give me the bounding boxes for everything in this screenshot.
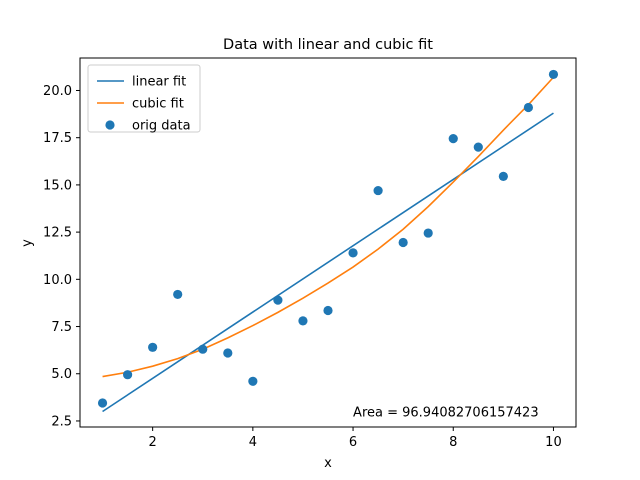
data-point bbox=[198, 344, 208, 354]
legend-entry: cubic fit bbox=[132, 97, 184, 112]
y-tick-label: 7.5 bbox=[51, 320, 72, 335]
legend-swatch bbox=[105, 120, 115, 130]
data-point bbox=[97, 398, 108, 408]
y-tick-label: 5.0 bbox=[51, 367, 72, 382]
data-point bbox=[473, 142, 483, 152]
y-tick-label: 10.0 bbox=[43, 273, 72, 288]
data-point bbox=[273, 295, 283, 305]
data-point bbox=[298, 316, 308, 326]
y-tick-label: 17.5 bbox=[43, 131, 72, 146]
legend: linear fit cubic fit orig data bbox=[87, 64, 201, 134]
data-point bbox=[148, 342, 158, 352]
x-tick-label: 4 bbox=[249, 435, 257, 450]
data-point bbox=[223, 348, 233, 358]
data-point bbox=[248, 376, 258, 386]
area-annotation: Area = 96.94082706157423 bbox=[353, 406, 539, 421]
data-point bbox=[323, 305, 333, 316]
annotations: Area = 96.94082706157423 bbox=[353, 406, 539, 421]
data-point bbox=[548, 69, 559, 80]
data-point bbox=[423, 228, 433, 238]
series-line-linear-fit bbox=[102, 112, 554, 413]
x-tick-label: 8 bbox=[449, 435, 457, 450]
data-point bbox=[348, 248, 358, 258]
x-tick-label: 6 bbox=[349, 435, 357, 450]
legend-entry: linear fit bbox=[132, 75, 186, 90]
y-tick-label: 15.0 bbox=[43, 178, 72, 193]
y-axis-label: y bbox=[20, 239, 35, 247]
data-point bbox=[173, 289, 183, 300]
y-tick-label: 2.5 bbox=[51, 414, 72, 429]
data-point bbox=[373, 185, 383, 196]
data-point bbox=[523, 102, 534, 113]
chart-title: Data with linear and cubic fit bbox=[223, 37, 433, 53]
x-tick-label: 2 bbox=[149, 435, 157, 450]
y-tick-label: 12.5 bbox=[43, 226, 72, 241]
legend-entry: orig data bbox=[132, 119, 191, 134]
data-point bbox=[398, 237, 408, 248]
y-tick-label: 20.0 bbox=[43, 84, 72, 99]
x-axis-label: x bbox=[324, 456, 332, 471]
data-point bbox=[498, 171, 508, 181]
axes-frame bbox=[79, 57, 577, 428]
x-tick-label: 10 bbox=[545, 435, 562, 450]
axes: 2 4 6 8 10 2.5 5.0 7.5 10.0 12.5 15.0 17.5 20.0 bbox=[43, 57, 577, 450]
data-point bbox=[448, 134, 458, 144]
data-point bbox=[123, 370, 133, 380]
series-line-cubic-fit bbox=[102, 76, 555, 378]
